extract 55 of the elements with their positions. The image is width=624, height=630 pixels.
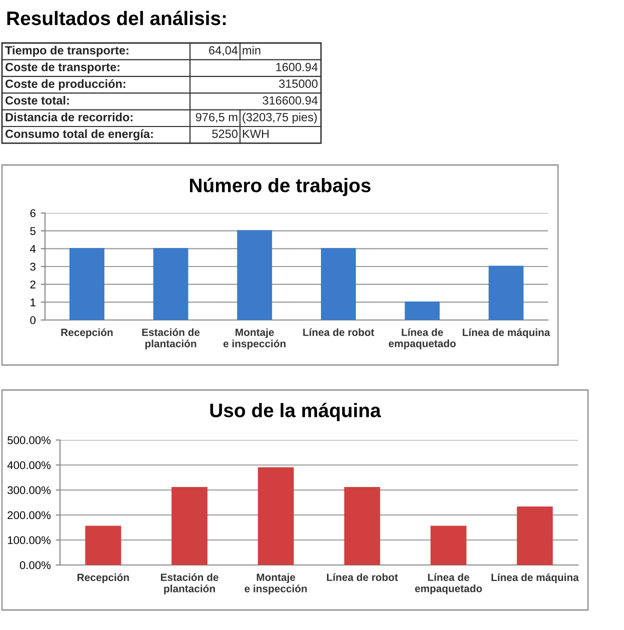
y-tick-label: 0.00% <box>20 561 51 570</box>
x-tick-label: Línea de empaquetado <box>388 328 456 350</box>
y-tick-label: 500.00% <box>8 436 51 444</box>
y-tick-label: 5 <box>30 227 36 235</box>
bar <box>153 248 188 320</box>
x-tick-label: Línea de máquina <box>462 328 550 338</box>
y-tick-label: 200.00% <box>8 511 51 520</box>
text: Coste total: <box>5 96 69 105</box>
chart-title: Uso de la máquina <box>210 402 382 422</box>
x-tick-label: Recepción <box>78 573 129 584</box>
text: 315000 <box>279 80 318 88</box>
y-tick-label: 100.00% <box>8 536 51 544</box>
y-tick-label: 2 <box>30 280 36 288</box>
chart-title: Número de trabajos <box>190 178 371 196</box>
text: min <box>242 46 260 54</box>
y-tick-label: 300.00% <box>8 486 51 494</box>
text: Resultados del análisis: <box>7 10 226 26</box>
text: 316600.94 <box>262 96 318 105</box>
x-tick-label: Recepción <box>61 328 113 338</box>
bar <box>172 487 208 565</box>
text: 1600.94 <box>276 62 318 72</box>
bar <box>404 301 440 320</box>
x-tick-label: Estación de plantación <box>142 328 200 350</box>
x-tick-label: Línea de robot <box>303 328 374 336</box>
text: KWH <box>242 130 269 138</box>
x-tick-label: Estación de plantación <box>160 573 218 594</box>
bar <box>488 266 524 320</box>
text: 5250 <box>212 130 238 138</box>
bar <box>258 467 294 565</box>
x-tick-label: Montaje e inspección <box>223 328 286 350</box>
y-tick-label: 4 <box>30 245 36 253</box>
y-tick-label: 400.00% <box>7 461 51 470</box>
x-tick-label: Línea de robot <box>326 573 398 581</box>
bar <box>430 526 466 565</box>
bar <box>85 526 122 565</box>
y-tick-label: 3 <box>30 262 36 271</box>
text: Coste de transporte: <box>5 62 120 74</box>
y-tick-label: 6 <box>30 209 36 218</box>
text: Consumo total de energía: <box>5 129 153 140</box>
bar <box>69 248 104 320</box>
bar <box>237 230 272 320</box>
text: Distancia de recorrido: <box>6 112 132 122</box>
text: (3203,75 pies) <box>242 112 317 124</box>
bar <box>516 506 553 565</box>
x-tick-label: Línea de empaquetado <box>415 573 482 594</box>
y-tick-label: 0 <box>30 316 36 324</box>
x-tick-label: Línea de máquina <box>492 573 579 584</box>
text: Coste de producción: <box>5 79 126 90</box>
text: 64,04 <box>209 46 238 56</box>
y-tick-label: 1 <box>30 298 36 306</box>
x-tick-label: Montaje e inspección <box>244 573 307 594</box>
bar <box>320 248 356 320</box>
text: 976,5 m <box>196 112 238 123</box>
text: Tiempo de transporte: <box>5 46 128 57</box>
bar <box>344 487 380 565</box>
